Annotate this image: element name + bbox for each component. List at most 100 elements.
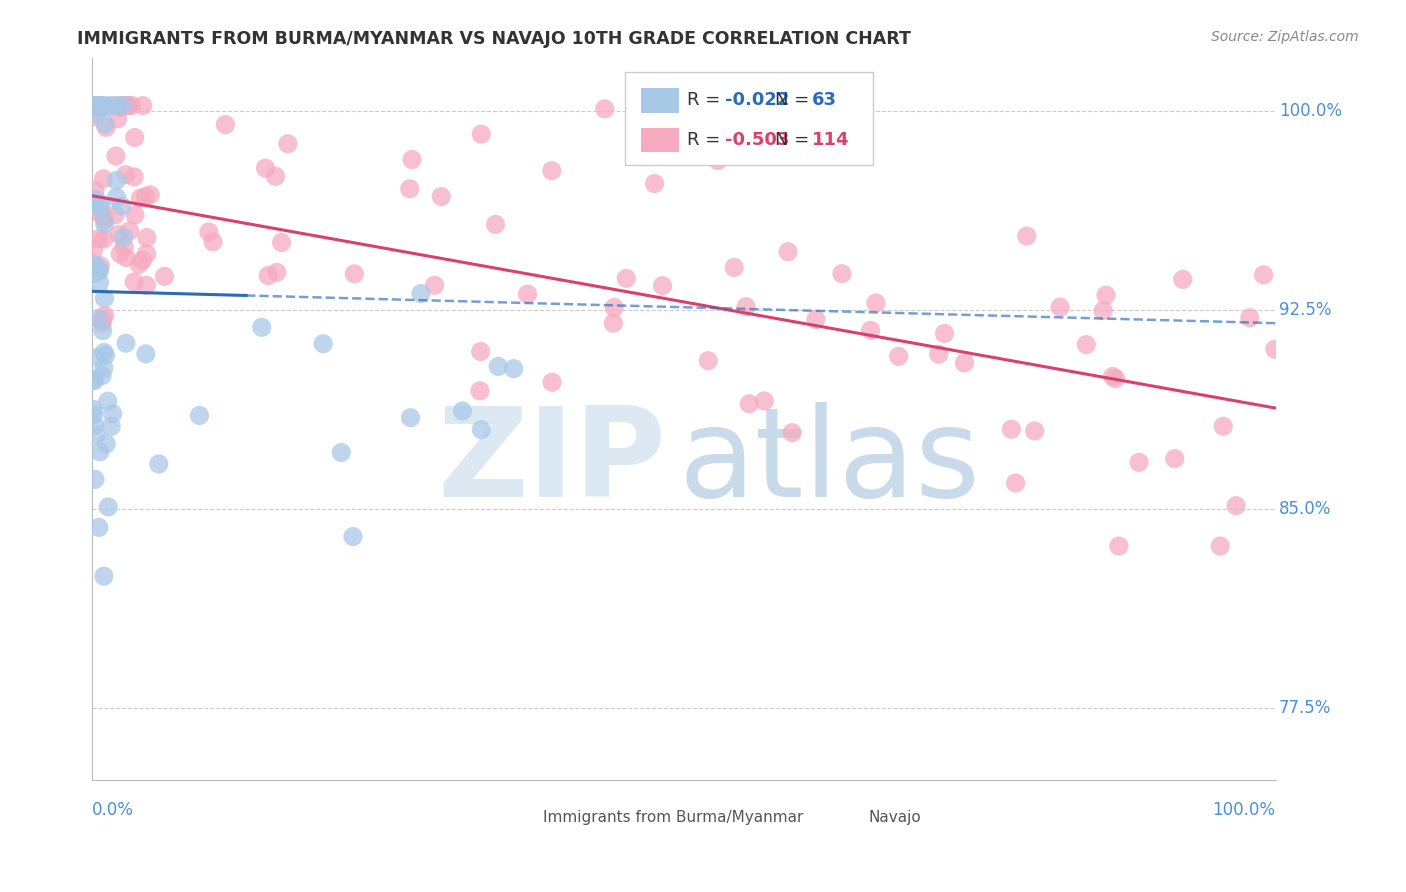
FancyBboxPatch shape bbox=[825, 808, 860, 827]
Point bbox=[502, 361, 524, 376]
Point bbox=[84, 427, 107, 442]
Point bbox=[83, 243, 105, 257]
Text: 114: 114 bbox=[811, 131, 849, 149]
Point bbox=[83, 257, 105, 271]
Point bbox=[93, 345, 115, 359]
Point bbox=[423, 278, 446, 293]
Point bbox=[105, 98, 128, 112]
Point bbox=[94, 348, 117, 362]
Point bbox=[401, 153, 423, 167]
Text: 77.5%: 77.5% bbox=[1279, 699, 1331, 717]
Point bbox=[94, 117, 117, 131]
Point bbox=[105, 173, 128, 187]
Point bbox=[1128, 455, 1150, 469]
Point bbox=[409, 286, 432, 301]
Point bbox=[93, 291, 115, 305]
Point bbox=[89, 276, 111, 290]
Text: Immigrants from Burma/Myanmar: Immigrants from Burma/Myanmar bbox=[543, 810, 803, 825]
Point bbox=[250, 320, 273, 334]
Point bbox=[93, 210, 115, 224]
Point bbox=[91, 100, 114, 114]
Point bbox=[887, 350, 910, 364]
Point bbox=[91, 98, 114, 112]
Point bbox=[470, 127, 492, 141]
Point bbox=[135, 347, 157, 361]
Point bbox=[117, 98, 139, 112]
Point bbox=[115, 251, 138, 265]
Point bbox=[1092, 303, 1115, 318]
Point bbox=[953, 356, 976, 370]
Point bbox=[128, 257, 150, 271]
Point bbox=[1239, 310, 1261, 325]
Point bbox=[103, 98, 125, 112]
Point bbox=[87, 98, 110, 112]
Text: -0.022: -0.022 bbox=[725, 91, 790, 110]
Point bbox=[122, 169, 145, 184]
Point bbox=[614, 271, 637, 285]
Point bbox=[104, 149, 127, 163]
Point bbox=[804, 312, 827, 326]
Text: 100.0%: 100.0% bbox=[1212, 801, 1275, 819]
Point bbox=[91, 312, 114, 326]
Point bbox=[111, 98, 134, 112]
Point bbox=[1264, 343, 1286, 357]
Point bbox=[93, 213, 115, 227]
Point bbox=[1015, 229, 1038, 244]
Point bbox=[108, 247, 131, 261]
Text: R =: R = bbox=[688, 131, 727, 149]
Point bbox=[148, 457, 170, 471]
Point bbox=[96, 437, 118, 451]
Point bbox=[188, 409, 211, 423]
Point bbox=[342, 530, 364, 544]
Point bbox=[264, 169, 287, 184]
Point bbox=[93, 232, 115, 246]
Point bbox=[1164, 451, 1187, 466]
Point bbox=[90, 197, 112, 211]
Point bbox=[451, 404, 474, 418]
FancyBboxPatch shape bbox=[641, 128, 679, 153]
Point bbox=[312, 336, 335, 351]
Point bbox=[541, 376, 564, 390]
Point bbox=[1004, 476, 1026, 491]
Point bbox=[93, 217, 115, 231]
Point bbox=[651, 278, 673, 293]
Text: N =: N = bbox=[775, 91, 815, 110]
Point bbox=[84, 472, 107, 486]
Point bbox=[124, 130, 146, 145]
Point bbox=[89, 98, 111, 112]
Point bbox=[470, 423, 492, 437]
Text: ZIP: ZIP bbox=[437, 401, 666, 523]
Point bbox=[83, 408, 105, 422]
Point bbox=[93, 309, 115, 323]
Point bbox=[135, 189, 157, 203]
Point bbox=[84, 192, 107, 206]
Point bbox=[1108, 539, 1130, 553]
Point bbox=[89, 263, 111, 277]
Point bbox=[135, 278, 157, 293]
Point bbox=[86, 259, 108, 273]
Point bbox=[1171, 272, 1194, 286]
Point bbox=[112, 240, 135, 254]
Point bbox=[83, 204, 105, 219]
Point bbox=[603, 301, 626, 315]
Point bbox=[754, 394, 776, 409]
Point bbox=[89, 445, 111, 459]
Point bbox=[105, 190, 128, 204]
Point bbox=[115, 98, 138, 112]
Point bbox=[398, 182, 420, 196]
Point bbox=[644, 177, 666, 191]
Point bbox=[101, 407, 124, 421]
Point bbox=[540, 163, 562, 178]
Point bbox=[776, 244, 799, 259]
Point bbox=[697, 353, 720, 368]
Point bbox=[90, 98, 112, 112]
Point bbox=[484, 218, 506, 232]
Point bbox=[107, 112, 129, 126]
Point bbox=[91, 324, 114, 338]
Point bbox=[1212, 419, 1234, 434]
Text: -0.503: -0.503 bbox=[725, 131, 790, 149]
Point bbox=[254, 161, 277, 176]
Point bbox=[202, 235, 225, 249]
Point bbox=[108, 227, 131, 242]
Point bbox=[83, 98, 105, 112]
